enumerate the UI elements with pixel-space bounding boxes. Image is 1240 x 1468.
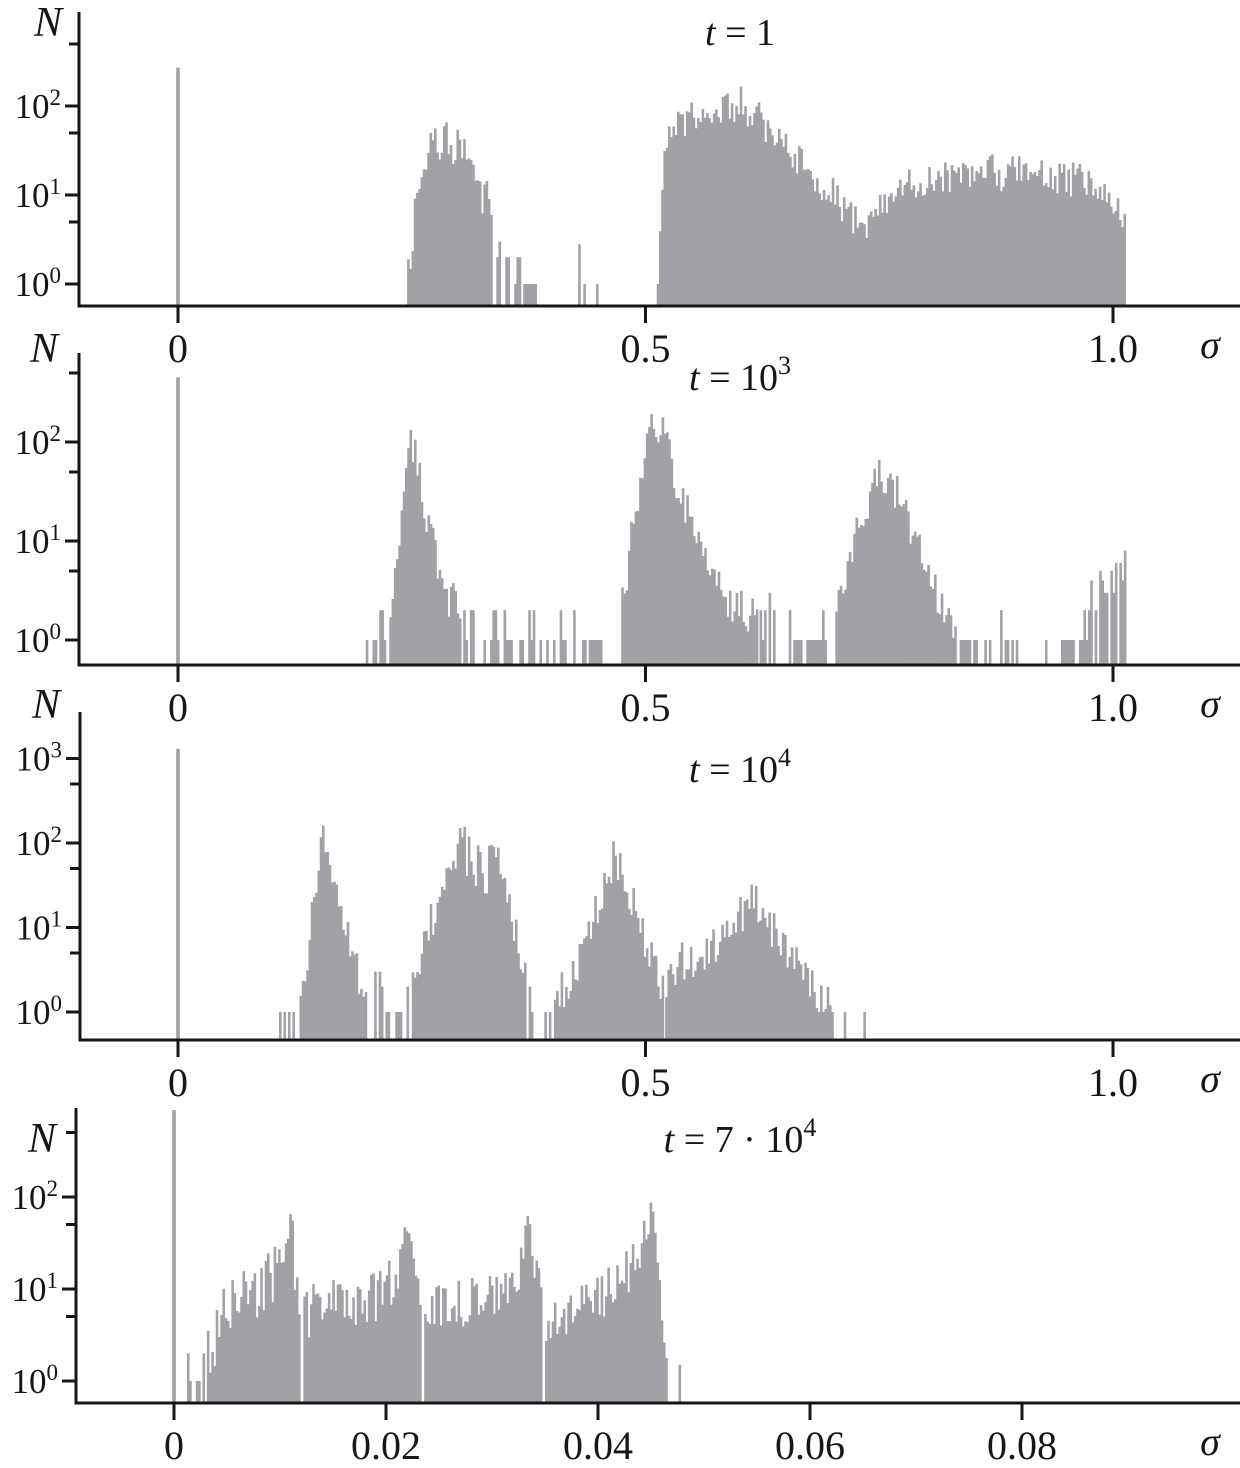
ticks-t-1e3 xyxy=(65,371,1115,682)
y-tick-label: 102 xyxy=(15,421,62,462)
ticks-t-1e4 xyxy=(66,757,1115,1057)
x-tick-label: 0.08 xyxy=(987,1423,1057,1468)
y-tick-label: 103 xyxy=(16,738,63,779)
ticks-t-7e4 xyxy=(62,1131,1024,1420)
y-tick-label: 102 xyxy=(16,822,63,863)
ticks-t-1 xyxy=(65,42,1115,323)
axes-t-7e4 xyxy=(74,1108,1240,1405)
panel-title: t = 104 xyxy=(689,743,791,791)
panel-t-1: 102 101 100 0 0.5 1.0 Nσ t = 1 xyxy=(15,0,1240,371)
x-tick-label: 0.5 xyxy=(621,685,671,730)
x-tick-label: 0.5 xyxy=(621,326,671,371)
y-axis-label: N xyxy=(31,682,62,728)
zero-spike xyxy=(176,377,180,665)
y-tick-label: 100 xyxy=(15,619,62,660)
bars-t-1e3 xyxy=(176,377,1127,665)
bars-t-1 xyxy=(176,67,1127,307)
zero-spike xyxy=(176,67,180,306)
x-axis-label: σ xyxy=(1200,1419,1221,1464)
x-tick-label: 1.0 xyxy=(1088,326,1138,371)
y-axis-label: N xyxy=(33,0,64,46)
panel-title: t = 7 · 104 xyxy=(664,1113,817,1161)
y-axis-label: N xyxy=(29,326,60,372)
axes-t-1e4 xyxy=(78,712,1240,1042)
x-tick-label: 0 xyxy=(168,685,188,730)
x-tick-label: 1.0 xyxy=(1088,685,1138,730)
y-tick-label: 101 xyxy=(16,907,63,948)
bars-t-1e4 xyxy=(176,748,866,1040)
y-axis-label: N xyxy=(27,1116,58,1162)
y-tick-label: 102 xyxy=(12,1176,59,1217)
x-tick-label: 0 xyxy=(168,326,188,371)
zero-spike xyxy=(176,748,180,1040)
y-tick-label: 100 xyxy=(15,263,62,304)
x-tick-label: 0.04 xyxy=(563,1423,633,1468)
x-axis-label: σ xyxy=(1200,681,1221,726)
panel-title: t = 1 xyxy=(705,12,775,54)
x-tick-label: 0 xyxy=(168,1060,188,1105)
y-tick-label: 101 xyxy=(15,520,62,561)
panel-t-1e4: 103 102 101 100 0 0.5 1.0 Nσ t = 104 xyxy=(16,682,1240,1105)
panel-t-1e3: 102 101 100 0 0.5 1.0 Nσ t = 103 xyxy=(15,326,1240,730)
x-tick-label: 0.02 xyxy=(351,1423,421,1468)
labels-t-1: 102 101 100 0 0.5 1.0 Nσ t = 1 xyxy=(15,0,1222,371)
panel-t-7e4: 102 101 100 0 0.02 0.04 0.06 0.08 Nσ t = 7 · 104 xyxy=(12,1108,1240,1468)
axes-t-1e3 xyxy=(77,353,1240,667)
zero-spike xyxy=(172,1110,176,1403)
y-tick-label: 101 xyxy=(15,174,62,215)
labels-t-1e4: 103 102 101 100 0 0.5 1.0 Nσ t = 104 xyxy=(16,682,1222,1105)
panel-title: t = 103 xyxy=(689,351,791,399)
y-tick-label: 100 xyxy=(12,1360,59,1401)
x-axis-label: σ xyxy=(1200,322,1221,367)
labels-t-7e4: 102 101 100 0 0.02 0.04 0.06 0.08 Nσ t = 7 · 104 xyxy=(12,1113,1222,1468)
x-tick-label: 0 xyxy=(164,1423,184,1468)
x-tick-label: 0.5 xyxy=(621,1060,671,1105)
y-tick-label: 102 xyxy=(15,85,62,126)
axes-t-1 xyxy=(77,12,1240,308)
labels-t-1e3: 102 101 100 0 0.5 1.0 Nσ t = 103 xyxy=(15,326,1222,730)
x-axis-label: σ xyxy=(1200,1056,1221,1101)
x-tick-label: 0.06 xyxy=(775,1423,845,1468)
x-tick-label: 1.0 xyxy=(1088,1060,1138,1105)
y-tick-label: 100 xyxy=(16,991,63,1032)
y-tick-label: 101 xyxy=(12,1268,59,1309)
bars-t-7e4 xyxy=(172,1110,682,1403)
